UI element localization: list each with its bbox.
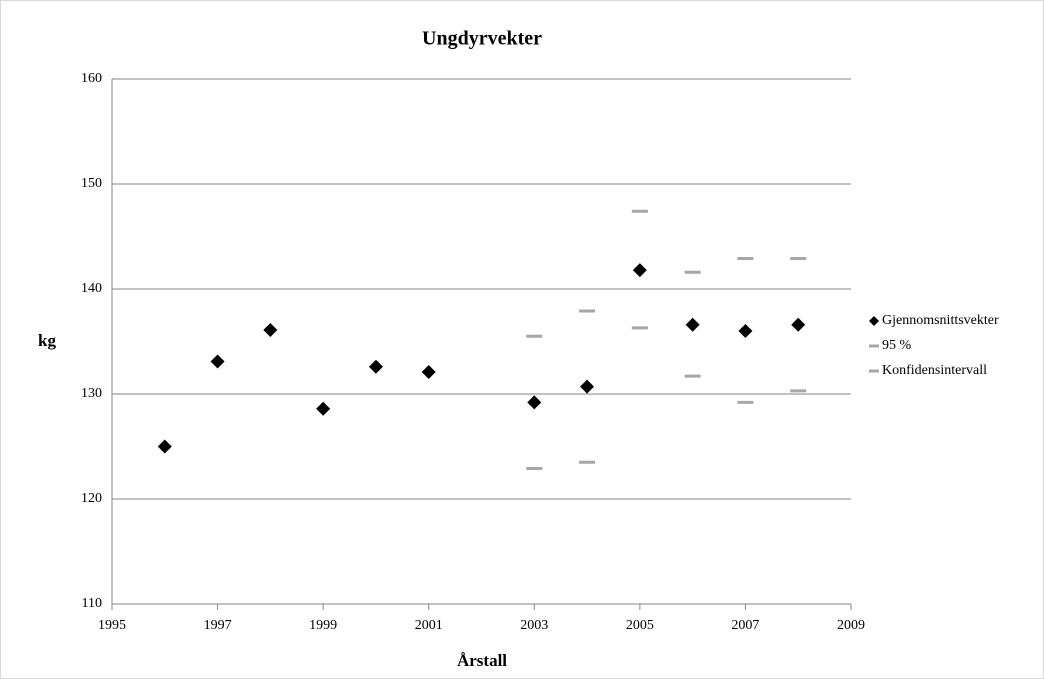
chart-title: Ungdyrvekter xyxy=(422,28,542,50)
point xyxy=(685,317,700,332)
legend-label: 95 % xyxy=(882,338,912,353)
x-tick-label: 2007 xyxy=(731,618,759,633)
legend-label: Gjennomsnittsvekter xyxy=(882,313,999,328)
point xyxy=(580,379,595,394)
y-tick-label: 150 xyxy=(81,176,102,191)
point xyxy=(157,439,172,454)
point xyxy=(421,364,436,379)
point xyxy=(632,263,647,278)
x-tick-label: 2009 xyxy=(837,618,865,633)
point xyxy=(368,359,383,374)
y-tick-label: 130 xyxy=(81,386,102,401)
x-tick-label: 2001 xyxy=(415,618,443,633)
x-tick-label: 1999 xyxy=(309,618,337,633)
point xyxy=(738,324,753,338)
x-tick-label: 2005 xyxy=(626,618,654,633)
x-tick-label: 2003 xyxy=(520,618,548,633)
legend-label: Konfidensintervall xyxy=(882,363,987,378)
y-tick-label: 110 xyxy=(82,596,102,611)
x-tick-label: 1997 xyxy=(204,618,232,633)
legend-marker xyxy=(869,316,879,326)
point xyxy=(316,401,331,416)
y-tick-label: 120 xyxy=(81,491,102,506)
point xyxy=(791,317,806,332)
point xyxy=(210,354,225,369)
point xyxy=(263,322,278,337)
point xyxy=(527,395,542,410)
x-axis-label: Årstall xyxy=(457,651,507,670)
y-axis-label: kg xyxy=(38,331,56,350)
y-tick-label: 160 xyxy=(81,71,102,86)
y-tick-label: 140 xyxy=(81,281,102,296)
x-tick-label: 1995 xyxy=(98,618,126,633)
